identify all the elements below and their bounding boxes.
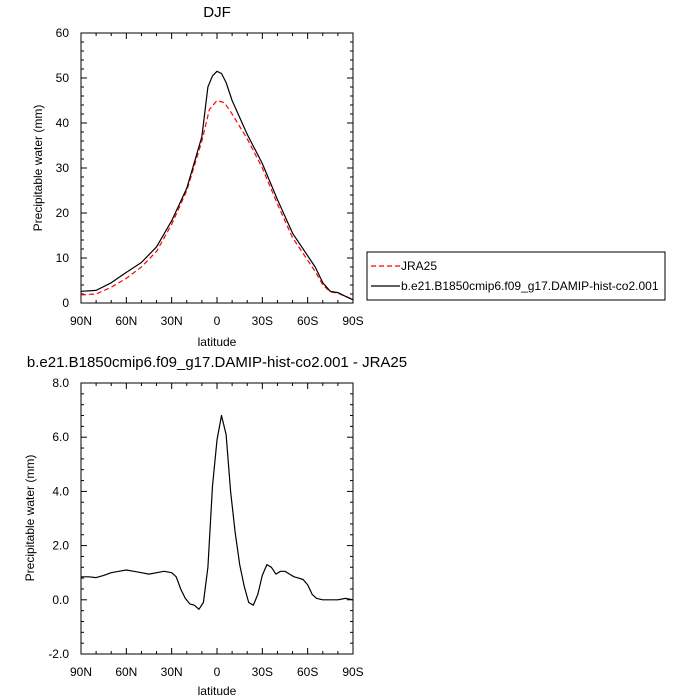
x-tick-label: 0 xyxy=(214,665,221,679)
x-tick-label: 30N xyxy=(161,314,183,328)
legend-label-jra25: JRA25 xyxy=(401,259,437,273)
legend-label-model: b.e21.B1850cmip6.f09_g17.DAMIP-hist-co2.… xyxy=(401,279,659,293)
x-tick-label: 90S xyxy=(342,665,363,679)
y-tick-label: -2.0 xyxy=(48,647,69,661)
series-line-1 xyxy=(80,70,354,301)
plot-frame xyxy=(80,382,354,655)
y-tick-label: 50 xyxy=(56,71,70,85)
x-tick-label: 60S xyxy=(297,314,318,328)
plot-lines xyxy=(80,70,354,301)
x-tick-label: 60N xyxy=(115,665,137,679)
y-tick-label: 6.0 xyxy=(52,430,69,444)
x-tick-label: 30S xyxy=(252,665,273,679)
x-tick-label: 0 xyxy=(214,314,221,328)
series-line-0 xyxy=(81,414,354,610)
x-tick-label: 30N xyxy=(161,665,183,679)
y-tick-label: 60 xyxy=(56,26,70,40)
x-tick-label: 90N xyxy=(70,665,92,679)
chart-difference: b.e21.B1850cmip6.f09_g17.DAMIP-hist-co2.… xyxy=(23,354,407,698)
x-tick-label: 90N xyxy=(70,314,92,328)
chart-title: b.e21.B1850cmip6.f09_g17.DAMIP-hist-co2.… xyxy=(27,354,407,371)
y-tick-label: 0 xyxy=(62,296,69,310)
chart-title: DJF xyxy=(203,4,231,21)
x-axis: 90N 60N 30N 0 30S 60S 90S xyxy=(70,383,364,679)
x-tick-label: 30S xyxy=(252,314,273,328)
x-axis-label: latitude xyxy=(198,335,237,349)
y-axis-label: Precipitable water (mm) xyxy=(23,455,37,582)
legend-box xyxy=(366,251,666,301)
x-axis: 90N 60N 30N 0 30S 60S 90S xyxy=(70,33,364,328)
series-line-0 xyxy=(80,99,354,300)
y-axis: 0 10 20 30 40 50 60 xyxy=(56,26,353,310)
x-axis-label: latitude xyxy=(198,684,237,698)
y-axis: -2.0 0.0 2.0 4.0 6.0 8.0 xyxy=(48,376,353,661)
y-tick-label: 0.0 xyxy=(52,593,69,607)
x-tick-label: 90S xyxy=(342,314,363,328)
y-tick-label: 40 xyxy=(56,116,70,130)
chart-djf: DJF 0 10 20 30 40 50 60 90N 60N 30N 0 30S 60S 90S la… xyxy=(31,4,666,349)
y-tick-label: 8.0 xyxy=(52,376,69,390)
y-tick-label: 30 xyxy=(56,161,70,175)
y-tick-label: 20 xyxy=(56,206,70,220)
x-tick-label: 60N xyxy=(115,314,137,328)
plot-lines xyxy=(81,414,354,610)
y-axis-label: Precipitable water (mm) xyxy=(31,105,45,232)
x-tick-label: 60S xyxy=(297,665,318,679)
y-tick-label: 2.0 xyxy=(52,539,69,553)
y-tick-label: 10 xyxy=(56,251,70,265)
y-tick-label: 4.0 xyxy=(52,484,69,498)
legend: JRA25 b.e21.B1850cmip6.f09_g17.DAMIP-his… xyxy=(366,251,666,301)
